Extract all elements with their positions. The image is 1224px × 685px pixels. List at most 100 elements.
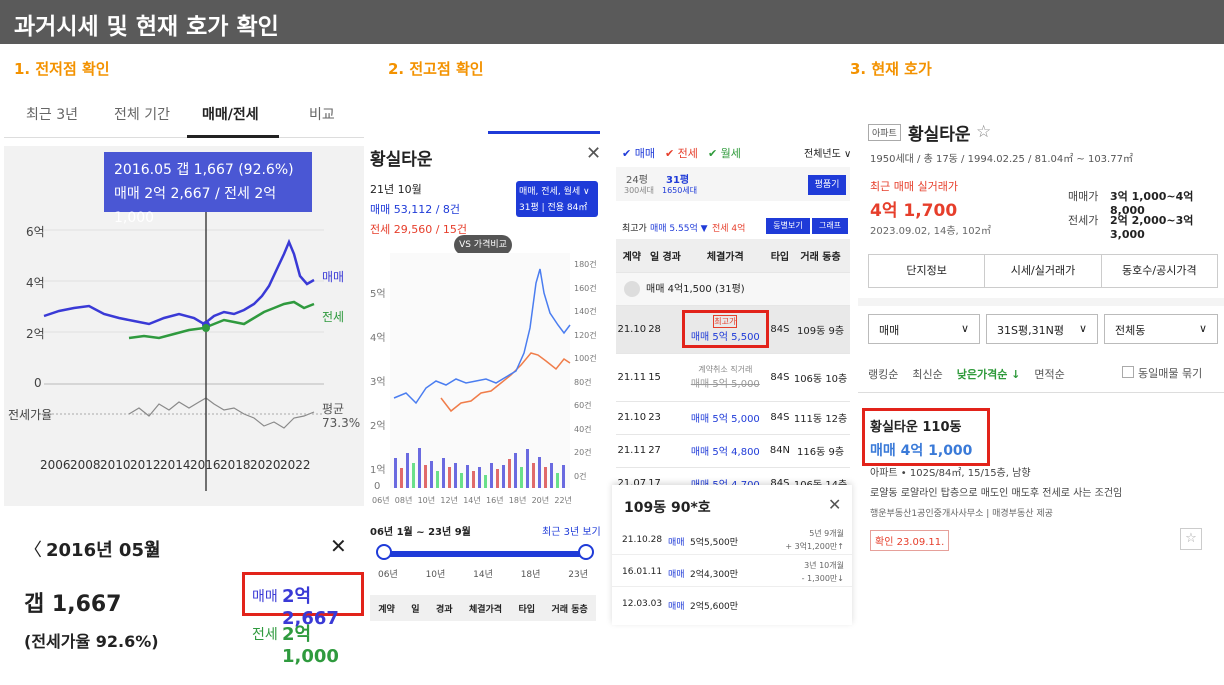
tab-sale-jeonse[interactable]: 매매/전세 (202, 107, 259, 123)
right-tick: 120건 (574, 330, 597, 340)
transaction-list-panel: ✔ 매매 ✔ 전세 ✔ 월세 전체년도 ∨ 24평 300세대 31평 1650… (612, 135, 852, 625)
slider-tick: 06년 (378, 570, 398, 580)
cell-price: 매매 5억 5,000 (681, 401, 769, 435)
x-label: 2008 (70, 458, 101, 472)
size-a[interactable]: 24평 (626, 175, 648, 186)
dong-select[interactable]: 전체동 ∨ (1104, 314, 1218, 344)
slider-handle-end[interactable] (578, 544, 594, 560)
favorite-star-icon[interactable]: ☆ (976, 122, 992, 142)
prev-month-icon[interactable]: 〈 (24, 540, 42, 561)
check-monthly[interactable]: ✔ 월세 (707, 147, 741, 160)
range-slider-track[interactable] (382, 551, 586, 557)
cell-day: 28 (647, 305, 662, 354)
table-row[interactable]: 21.11 27 매매 5억 4,800 84N 116동 9층 (616, 434, 850, 468)
check-jeonse[interactable]: ✔ 전세 (664, 147, 698, 160)
dong: 116동 (797, 447, 826, 458)
size-select[interactable]: 31S평,31N평 ∨ (986, 314, 1098, 344)
vs-compare-button[interactable]: VS 가격비교 (454, 235, 512, 255)
left-tick: 4억 (370, 333, 386, 344)
tab-price-history[interactable]: 시세/실거래가 (985, 255, 1102, 287)
filter-label: 매매, 전세, 월세 ∨ (519, 187, 590, 197)
legend-jeonse: 전세 (322, 310, 345, 324)
size-b-units: 1650세대 (662, 186, 698, 195)
slider-handle-start[interactable] (376, 544, 392, 560)
history-price: 2억4,300만 (690, 570, 739, 580)
slider-tick: 18년 (520, 570, 541, 580)
graph-button[interactable]: 그래프 (812, 218, 848, 234)
unit-history-popup: 109동 90*호 ✕ 21.10.28 매매 5억5,500만 5년 9개월 … (612, 485, 852, 625)
history-note-2: - 1,300만↓ (801, 574, 844, 583)
cell-elapsed (661, 401, 682, 435)
slider-tick: 14년 (473, 570, 493, 580)
filter-button[interactable]: 매매, 전세, 월세 ∨ 31평 | 전용 84㎡ (516, 181, 598, 217)
tab-all-period[interactable]: 전체 기간 (114, 107, 170, 123)
sort-ranking[interactable]: 랭킹순 (868, 368, 899, 381)
close-icon[interactable]: ✕ (828, 495, 842, 514)
cell-location: 106동 10층 (791, 353, 850, 402)
sort-area[interactable]: 면적순 (1034, 368, 1065, 381)
listing-star-icon[interactable]: ☆ (1180, 528, 1202, 550)
listing-title[interactable]: 황실타운 110동 (870, 420, 962, 435)
history-price: 5억5,500만 (690, 538, 739, 548)
current-listing-panel: 아파트 황실타운 ☆ 1950세대 / 총 17동 / 1994.02.25 /… (858, 108, 1224, 578)
y-label: 0 (34, 376, 42, 390)
x-label: 2016 (190, 458, 221, 472)
tab-compare[interactable]: 비교 (309, 107, 335, 123)
close-icon[interactable]: ✕ (330, 534, 347, 558)
section-title-1: 1. 전저점 확인 (14, 60, 110, 78)
sort-latest[interactable]: 최신순 (912, 368, 943, 381)
group-checkbox[interactable] (1122, 366, 1134, 378)
pyeong-button[interactable]: 평품기 (808, 175, 846, 195)
avg-row: 매매 4억1,500 (31평) (616, 272, 850, 306)
check-sale[interactable]: ✔ 매매 (622, 147, 655, 160)
listing-agents: 행운부동산1공인중개사사무소 | 매경부동산 제공 (870, 509, 1053, 519)
x-tick: 06년 (372, 496, 390, 505)
cell-ym: 21.11 (616, 434, 648, 468)
right-tick: 140건 (574, 307, 597, 316)
year-filter[interactable]: 전체년도 ∨ (804, 149, 852, 160)
cell-price: 최고가 매매 5억 5,500 (681, 305, 769, 354)
cell-ym: 21.11 (616, 353, 648, 402)
tab-unit-price[interactable]: 동호수/공시가격 (1122, 264, 1197, 277)
next-month-icon[interactable]: 〉 (148, 540, 166, 561)
sale-label: 매매 (252, 589, 278, 605)
recent-3y-link[interactable]: 최근 3년 보기 (542, 527, 601, 538)
jeonse-summary: 전세 29,560 / 15건 (370, 223, 468, 236)
select-value: 전체동 (1115, 324, 1146, 337)
volume-bars (394, 448, 565, 488)
active-tab-indicator (488, 131, 600, 134)
section-title-3: 3. 현재 호가 (850, 60, 932, 78)
x-label: 2018 (220, 458, 251, 472)
history-row: 21.10.28 매매 5억5,500만 5년 9개월 + 3억1,200만↑ (612, 525, 852, 555)
size-b[interactable]: 31평 (666, 175, 690, 186)
transaction-table: 계약 일 경과 체결가격 타입 거래 동층 매매 4억1,500 (31평) 2… (616, 239, 850, 501)
close-icon[interactable]: ✕ (586, 143, 602, 164)
listing-price: 매매 4억 1,000 (870, 443, 973, 459)
divider (858, 298, 1224, 306)
table-row[interactable]: 21.10 23 매매 5억 5,000 84S 111동 12층 (616, 401, 850, 435)
selected-month: 2016년 05월 (46, 540, 161, 561)
x-tick: 20년 (531, 496, 550, 505)
table-row[interactable]: 21.10 28 최고가 매매 5억 5,500 84S 109동 9층 (616, 305, 850, 354)
cell-elapsed (661, 353, 682, 402)
sale-line (43, 238, 315, 326)
tab-complex-info[interactable]: 단지정보 (869, 255, 986, 287)
ratio-axis-label: 전세가율 (8, 408, 53, 422)
section-title-2: 2. 전고점 확인 (388, 60, 484, 78)
history-date: 16.01.11 (622, 567, 663, 577)
tab-recent-3y[interactable]: 최근 3년 (26, 107, 78, 123)
right-tick: 100건 (574, 354, 597, 363)
avg-label: 평균 (322, 402, 345, 416)
cell-day: 27 (647, 434, 662, 468)
cell-location: 116동 9층 (791, 434, 850, 468)
table-row[interactable]: 21.11 15 계약취소 직거래 매매 5억 5,000 84S 106동 10… (616, 353, 850, 402)
cell-type: 84N (768, 434, 792, 468)
dong-view-button[interactable]: 동별보기 (766, 218, 810, 234)
col-header: 체결가격 (468, 604, 503, 615)
history-note-2: + 3억1,200만↑ (785, 542, 844, 551)
avatar (624, 281, 640, 297)
trade-type-select[interactable]: 매매 ∨ (868, 314, 980, 344)
x-tick: 14년 (463, 496, 481, 505)
sort-low-price[interactable]: 낮은가격순 ↓ (956, 368, 1021, 381)
col-header: 거래 동층 (551, 604, 588, 615)
